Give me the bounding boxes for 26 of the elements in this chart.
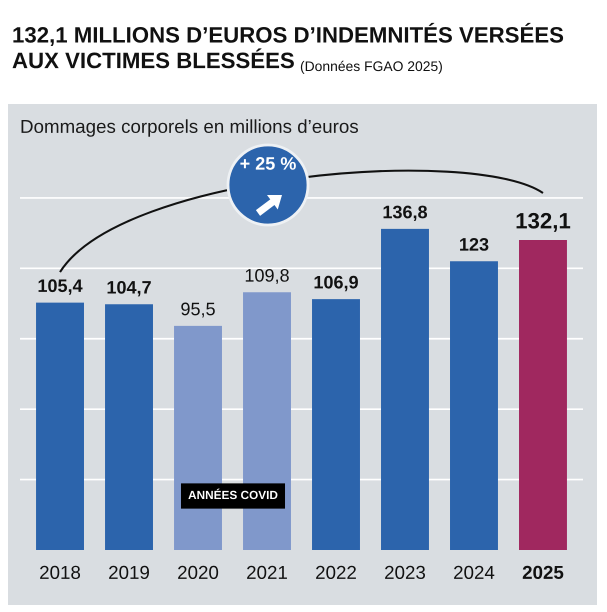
bar (312, 299, 360, 550)
data-label: 105,4 (38, 279, 83, 295)
data-label: 104,7 (108, 280, 151, 296)
data-label: 123 (460, 238, 488, 251)
x-tick-label: 2021 (247, 566, 287, 580)
data-label: 95,5 (181, 302, 215, 318)
x-tick-label: 2023 (385, 566, 426, 580)
x-tick-label: 2024 (454, 566, 494, 580)
bar (105, 304, 153, 550)
bar (381, 228, 429, 550)
bar (519, 240, 567, 550)
x-tick-label: 2018 (40, 566, 80, 580)
y-axis-title: Dommages corporels en millions d’euros (22, 119, 358, 137)
text: (Données FGAO 2025) (300, 60, 442, 74)
bar (36, 302, 84, 550)
data-label: 136,8 (384, 206, 428, 222)
data-label: 132,1 (516, 212, 570, 232)
data-label: 109,8 (246, 268, 289, 284)
x-tick-label: 2020 (178, 566, 218, 580)
x-tick-label: 2025 (522, 566, 564, 580)
x-tick-label: 2022 (316, 566, 356, 580)
annotation: ANNÉES COVID (188, 488, 278, 500)
data-label: 106,9 (314, 276, 358, 292)
x-tick-label: 2019 (109, 566, 149, 580)
bar (450, 261, 498, 550)
text: + 25 % (240, 157, 296, 170)
